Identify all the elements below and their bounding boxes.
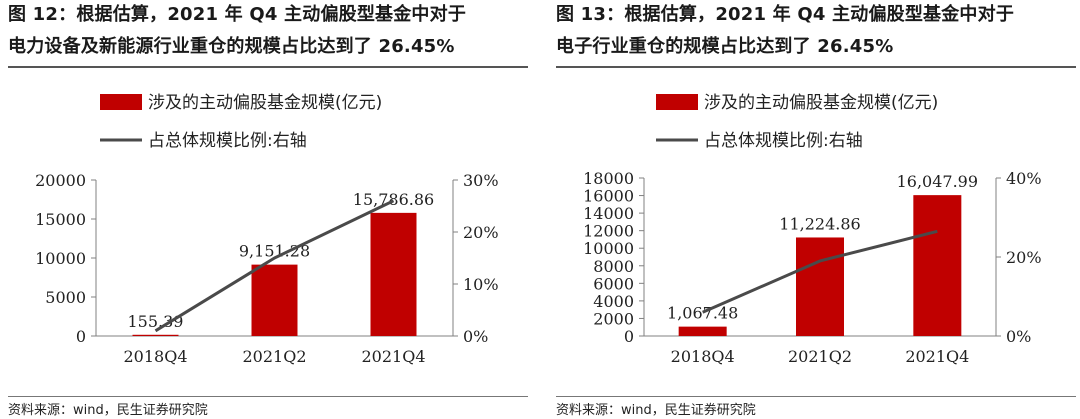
bar-data-label: 9,151.28 — [239, 242, 310, 261]
right-axis-tick-label: 40% — [1006, 169, 1042, 188]
left-axis-tick-label: 4000 — [593, 292, 634, 311]
legend-line-label: 占总体规模比例:右轴 — [148, 131, 307, 151]
bar — [132, 334, 179, 336]
bar-data-label: 155.39 — [128, 312, 184, 331]
left-axis-tick-label: 16000 — [583, 187, 634, 206]
left-axis-tick-label: 14000 — [583, 204, 634, 223]
x-axis-tick-label: 2018Q4 — [671, 347, 735, 366]
left-axis-tick-label: 5000 — [45, 288, 86, 307]
x-axis-tick-label: 2021Q4 — [905, 347, 969, 366]
bar-data-label: 16,047.99 — [897, 172, 978, 191]
x-axis-tick-label: 2021Q4 — [361, 347, 425, 366]
source-divider — [556, 396, 1076, 397]
legend-bar-swatch — [100, 94, 142, 110]
right-axis-tick-label: 0% — [463, 327, 488, 346]
source-note: 资料来源：wind，民生证券研究院 — [8, 403, 208, 418]
bar — [370, 212, 417, 336]
left-axis-tick-label: 0 — [624, 327, 634, 346]
legend-line-label: 占总体规模比例:右轴 — [704, 131, 863, 151]
right-axis-tick-label: 20% — [463, 223, 499, 242]
title-divider — [556, 66, 1076, 68]
figure-12-panel: 图 12：根据估算，2021 年 Q4 主动偏股型基金中对于 电力设备及新能源行… — [8, 0, 528, 419]
right-axis-tick-label: 0% — [1006, 327, 1031, 346]
left-axis-tick-label: 20000 — [35, 171, 86, 190]
left-axis-tick-label: 6000 — [593, 274, 634, 293]
left-axis-tick-label: 12000 — [583, 222, 634, 241]
right-axis-tick-label: 20% — [1006, 248, 1042, 267]
left-axis-tick-label: 10000 — [35, 249, 86, 268]
x-axis-tick-label: 2021Q2 — [788, 347, 852, 366]
bar-data-label: 1,067.48 — [667, 304, 738, 323]
right-axis-tick-label: 10% — [463, 275, 499, 294]
figure-title-line1: 图 13：根据估算，2021 年 Q4 主动偏股型基金中对于 — [556, 4, 1015, 25]
bar-data-label: 15,786.86 — [353, 190, 434, 209]
figure-13-panel: 图 13：根据估算，2021 年 Q4 主动偏股型基金中对于 电子行业重仓的规模… — [556, 0, 1076, 419]
left-axis-tick-label: 0 — [76, 327, 86, 346]
legend-bar-swatch — [656, 94, 698, 110]
bar — [796, 237, 844, 336]
left-axis-tick-label: 10000 — [583, 239, 634, 258]
x-axis-tick-label: 2018Q4 — [123, 347, 187, 366]
figure-title-line2: 电力设备及新能源行业重仓的规模占比达到了 26.45% — [8, 36, 455, 57]
chart-figure-12: 涉及的主动偏股基金规模(亿元) 占总体规模比例:右轴 0 5000 10000 15000… — [35, 93, 499, 366]
legend-bar-label: 涉及的主动偏股基金规模(亿元) — [704, 93, 938, 113]
source-note: 资料来源：wind，民生证券研究院 — [556, 403, 756, 418]
figure-title-line1: 图 12：根据估算，2021 年 Q4 主动偏股型基金中对于 — [8, 4, 467, 25]
bar — [251, 264, 298, 336]
chart-figure-13: 涉及的主动偏股基金规模(亿元) 占总体规模比例:右轴 020004000600080… — [583, 93, 1042, 366]
x-axis-tick-label: 2021Q2 — [242, 347, 306, 366]
figure-title-line2: 电子行业重仓的规模占比达到了 26.45% — [556, 36, 894, 57]
left-axis-tick-label: 2000 — [593, 309, 634, 328]
left-axis-tick-label: 8000 — [593, 257, 634, 276]
left-axis-tick-label: 18000 — [583, 169, 634, 188]
bar — [913, 195, 962, 336]
legend-bar-label: 涉及的主动偏股基金规模(亿元) — [148, 93, 382, 113]
source-divider — [8, 396, 528, 397]
bar-data-label: 11,224.86 — [779, 214, 860, 233]
left-axis-tick-label: 15000 — [35, 210, 86, 229]
bar — [678, 326, 727, 336]
title-divider — [8, 66, 528, 68]
right-axis-tick-label: 30% — [463, 171, 499, 190]
